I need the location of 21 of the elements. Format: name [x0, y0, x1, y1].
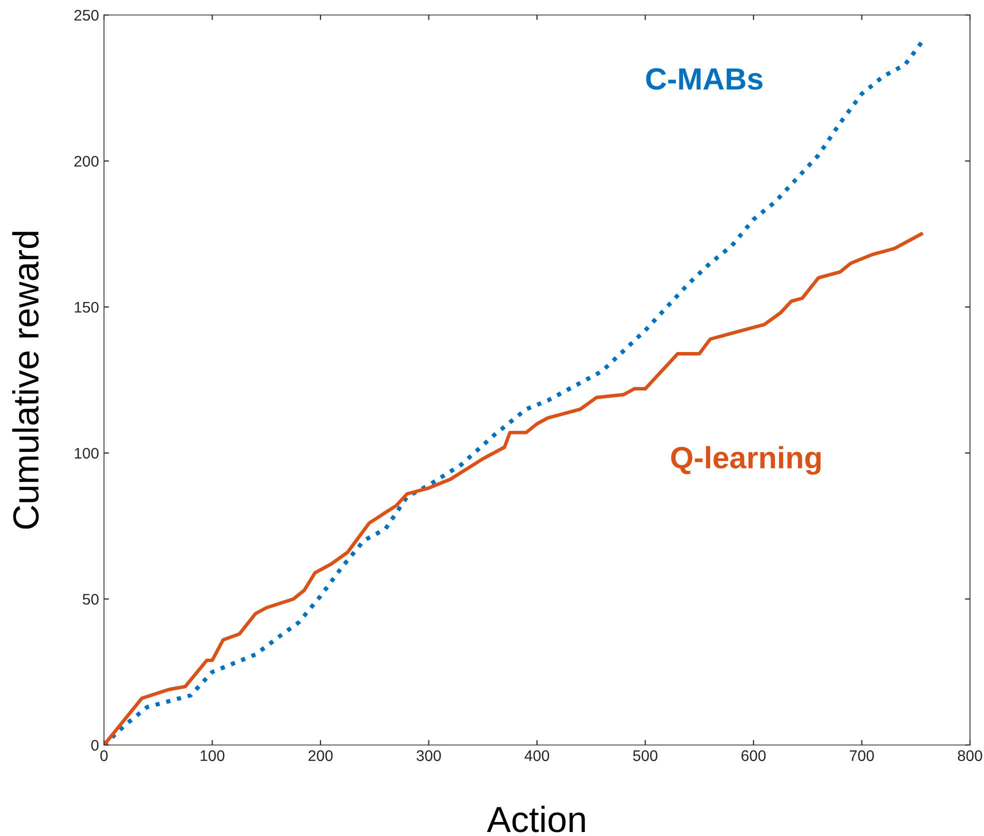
text: Q-learning [671, 446, 821, 475]
text: C-MABs [646, 68, 762, 90]
y-tick-label: 50 [82, 594, 99, 605]
x-tick-label: 700 [850, 750, 874, 762]
x-tick-label: 500 [633, 750, 658, 762]
y-tick-label: 0 [91, 740, 99, 751]
y-axis-title: Cumulative reward [12, 232, 39, 529]
y-tick-label: 150 [74, 302, 99, 313]
x-tick-label: 300 [416, 750, 441, 762]
y-tick-label: 100 [74, 448, 99, 459]
line-series [104, 39, 924, 745]
x-tick-label: 800 [958, 750, 982, 762]
x-tick-label: 100 [200, 750, 224, 762]
x-tick-label: 0 [100, 750, 108, 762]
x-axis-title: Action [486, 806, 585, 832]
x-tick-label: 400 [524, 750, 550, 762]
y-tick-label: 250 [74, 10, 99, 21]
y-tick-label: 200 [74, 156, 99, 167]
line-series [104, 232, 924, 745]
x-tick-label: 200 [308, 750, 333, 762]
x-tick-label: 600 [742, 750, 766, 762]
